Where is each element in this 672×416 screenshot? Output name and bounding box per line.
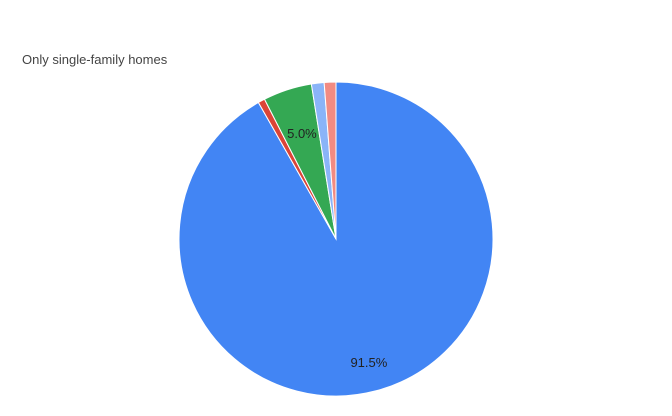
pie-labels: 91.5% 5.0%	[287, 126, 388, 370]
pie-slice-label-2: 5.0%	[287, 126, 317, 141]
chart-title: Only single-family homes	[22, 52, 168, 67]
pie-slice-0	[178, 81, 494, 397]
pie-slice-4	[323, 81, 337, 240]
pie-slices	[178, 81, 494, 397]
pie-slice-label-0: 91.5%	[350, 355, 387, 370]
